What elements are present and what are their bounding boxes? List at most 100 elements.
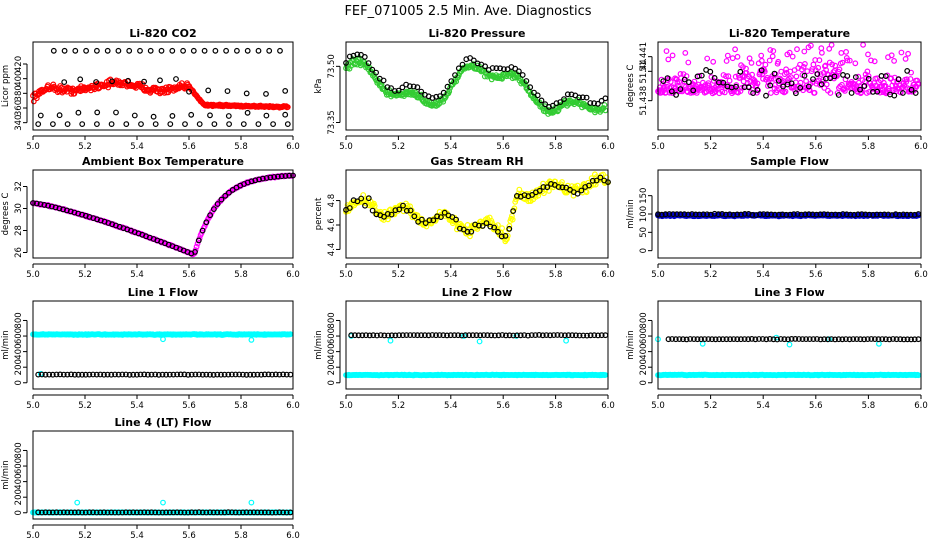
data-point [889, 212, 895, 218]
data-point [832, 62, 839, 69]
data-point [491, 224, 498, 231]
data-point [531, 89, 537, 96]
data-point [196, 121, 203, 127]
x-tick-label: 5.8 [862, 270, 876, 280]
data-point [108, 371, 115, 378]
data-point [711, 74, 718, 81]
data-point [163, 371, 170, 378]
data-point [258, 371, 265, 378]
data-point [395, 87, 402, 94]
data-point [37, 201, 44, 208]
data-point [578, 187, 585, 194]
data-point [888, 52, 895, 59]
data-point [112, 371, 118, 378]
data-point [282, 173, 289, 179]
x-axis: 5.0 5.2 5.4 5.6 5.8 6.0 [651, 394, 928, 411]
data-point [810, 76, 816, 82]
data-point [900, 90, 906, 96]
y-tick-label: 51.44 [639, 59, 649, 83]
data-point [74, 499, 81, 506]
data-point [681, 76, 688, 83]
y-tick-label: 600 [14, 458, 24, 474]
data-point [525, 332, 531, 339]
data-point [555, 184, 562, 190]
y-tick-label: 0 [639, 248, 649, 253]
data-point [126, 371, 133, 378]
data-point [90, 509, 96, 516]
data-point [263, 112, 270, 119]
data-point [576, 332, 583, 339]
data-point [914, 77, 921, 84]
data-points [655, 334, 922, 379]
data-point [573, 332, 579, 339]
x-tick-label: 5.2 [392, 401, 406, 411]
data-point [141, 509, 148, 516]
x-tick-label: 5.6 [496, 142, 510, 152]
data-point [767, 336, 773, 342]
data-point [346, 53, 353, 60]
data-point [261, 509, 268, 516]
data-point [800, 63, 807, 70]
data-point [210, 371, 217, 378]
data-point [90, 371, 96, 378]
data-point [758, 57, 765, 64]
data-point [86, 509, 93, 516]
data-point [284, 121, 291, 127]
data-point [109, 78, 115, 85]
data-point [893, 336, 900, 343]
data-point [272, 371, 279, 378]
x-tick-label: 6.0 [914, 401, 928, 411]
data-point [724, 52, 731, 59]
data-point [422, 332, 428, 339]
data-point [210, 206, 217, 213]
data-point [49, 509, 56, 516]
data-point [598, 97, 605, 104]
plot-frame [657, 300, 922, 390]
data-points [30, 331, 294, 378]
y-tick-label: 600 [327, 328, 337, 344]
data-point [770, 336, 777, 343]
data-point [557, 99, 564, 105]
series-averages [660, 66, 919, 99]
y-axis-label: Licor ppm [1, 65, 11, 107]
data-point [850, 336, 857, 343]
data-point [723, 73, 729, 80]
data-point [354, 51, 361, 58]
data-point [239, 509, 246, 516]
x-tick-label: 5.0 [339, 142, 353, 152]
data-point [727, 336, 733, 343]
data-point [794, 211, 801, 217]
data-point [792, 336, 799, 342]
data-point [676, 336, 683, 343]
data-point [225, 371, 232, 378]
data-point [194, 240, 201, 247]
data-point [583, 189, 590, 196]
data-point [82, 509, 89, 516]
series-averages [343, 174, 611, 240]
data-point [115, 509, 122, 516]
data-point [677, 211, 684, 218]
x-tick-label: 5.6 [496, 270, 510, 280]
data-point [159, 371, 166, 378]
x-tick-label: 5.2 [78, 142, 92, 152]
y-axis: 4.4 4.6 4.8 [327, 194, 341, 256]
data-point [119, 509, 126, 516]
data-point [847, 211, 854, 218]
data-point [148, 371, 155, 378]
data-point [167, 121, 174, 127]
data-point [908, 336, 914, 343]
data-point [214, 371, 221, 378]
data-point [855, 211, 861, 218]
data-point [831, 73, 838, 80]
data-point [767, 47, 774, 53]
data-point [879, 336, 886, 343]
data-point [818, 45, 825, 52]
y-tick-label: 800 [327, 312, 337, 328]
data-point [738, 336, 744, 343]
data-point [82, 371, 89, 378]
data-point [126, 47, 133, 54]
data-point [126, 509, 133, 516]
data-point [373, 69, 380, 76]
